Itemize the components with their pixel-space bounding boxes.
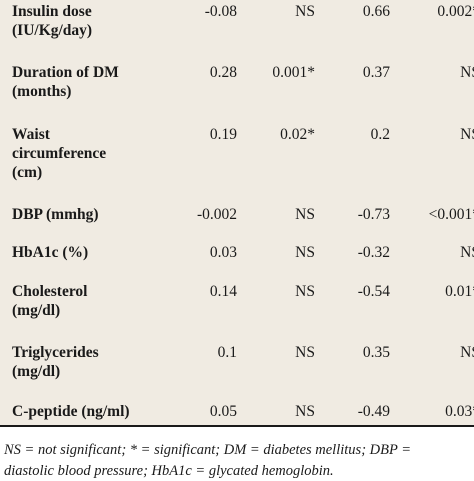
p-value: NS xyxy=(460,126,474,143)
table-footnote: NS = not significant; * = significant; D… xyxy=(4,442,411,458)
label-line: DBP (mmhg) xyxy=(12,206,99,223)
label-line: circumference xyxy=(12,145,107,162)
row-label: Waist circumference (cm) xyxy=(12,125,106,182)
label-line: Waist xyxy=(12,126,50,143)
label-line: Duration of DM xyxy=(12,64,119,81)
label-line: HbA1c (%) xyxy=(12,244,89,261)
r-value: -0.32 xyxy=(357,244,390,261)
r-value: -0.002 xyxy=(196,206,237,223)
row-label: Triglycerides (mg/dl) xyxy=(12,343,99,381)
label-line: Insulin dose xyxy=(12,3,92,20)
row-label: Insulin dose (IU/Kg/day) xyxy=(12,2,92,40)
table-bottom-rule xyxy=(0,425,474,427)
label-line: C-peptide (ng/ml) xyxy=(12,403,130,420)
r-value: 0.66 xyxy=(362,3,390,20)
p-value: <0.001* xyxy=(428,206,474,223)
table-body: Insulin dose (IU/Kg/day) -0.08 NS 0.66 0… xyxy=(0,0,474,425)
label-line: (months) xyxy=(12,83,72,100)
row-label: C-peptide (ng/ml) xyxy=(12,402,130,421)
label-line: (mg/dl) xyxy=(12,302,61,319)
r-value: 0.28 xyxy=(209,64,237,81)
r-value: 0.2 xyxy=(370,126,390,143)
p-value: NS xyxy=(295,344,315,361)
label-line: (cm) xyxy=(12,164,43,181)
r-value: 0.14 xyxy=(209,283,237,300)
r-value: 0.37 xyxy=(362,64,390,81)
row-label: Duration of DM (months) xyxy=(12,63,119,101)
p-value: 0.03* xyxy=(445,403,474,420)
p-value: NS xyxy=(295,3,315,20)
label-line: (IU/Kg/day) xyxy=(12,22,93,39)
p-value: NS xyxy=(460,344,474,361)
r-value: -0.73 xyxy=(357,206,390,223)
table-footnote-continued: diastolic blood pressure; HbA1c = glycat… xyxy=(4,463,334,479)
row-label: DBP (mmhg) xyxy=(12,205,99,224)
r-value: 0.05 xyxy=(209,403,237,420)
p-value: 0.001* xyxy=(272,64,315,81)
r-value: -0.49 xyxy=(357,403,390,420)
label-line: Triglycerides xyxy=(12,344,99,361)
r-value: 0.03 xyxy=(209,244,237,261)
r-value: 0.1 xyxy=(217,344,237,361)
row-label: Cholesterol (mg/dl) xyxy=(12,282,87,320)
p-value: 0.02* xyxy=(280,126,315,143)
p-value: NS xyxy=(295,283,315,300)
p-value: NS xyxy=(295,403,315,420)
p-value: NS xyxy=(460,64,474,81)
p-value: 0.002* xyxy=(437,3,474,20)
row-label: HbA1c (%) xyxy=(12,243,88,262)
p-value: 0.01* xyxy=(445,283,474,300)
label-line: Cholesterol xyxy=(12,283,88,300)
p-value: NS xyxy=(295,244,315,261)
r-value: -0.08 xyxy=(204,3,237,20)
r-value: 0.35 xyxy=(362,344,390,361)
p-value: NS xyxy=(295,206,315,223)
r-value: 0.19 xyxy=(209,126,237,143)
label-line: (mg/dl) xyxy=(12,363,61,380)
p-value: NS xyxy=(460,244,474,261)
r-value: -0.54 xyxy=(357,283,390,300)
